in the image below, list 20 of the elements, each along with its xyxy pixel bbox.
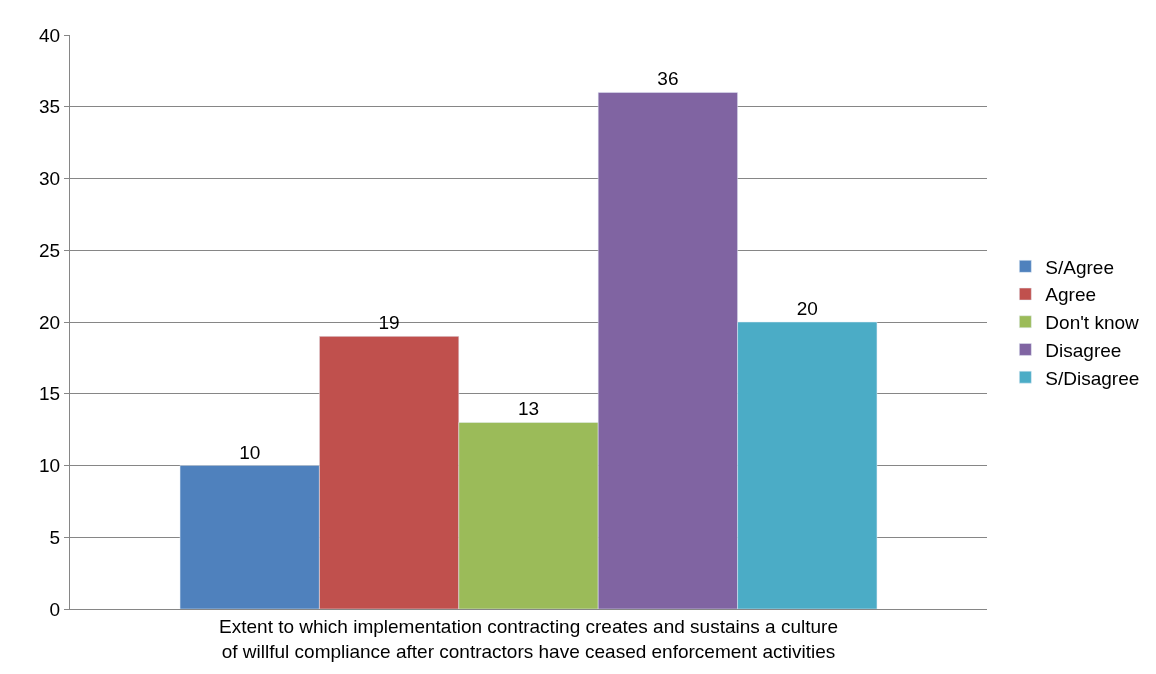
x-tick-label: Extent to which implementation contracting creates and sustains a culture of willful compliance after contractors have ceased enforcement activities: [219, 615, 838, 662]
legend-label: Don't know: [1045, 312, 1140, 334]
y-tick-label: 15: [39, 383, 61, 405]
legend-label: Agree: [1045, 284, 1097, 306]
data-label: 20: [796, 298, 818, 319]
y-tick-label: 25: [39, 239, 61, 261]
y-tick-label: 35: [39, 96, 61, 118]
y-tick-label: 30: [39, 168, 61, 190]
y-tick-label: 5: [49, 526, 61, 548]
legend-label: S/Disagree: [1045, 367, 1140, 389]
data-label: 10: [239, 441, 261, 463]
data-label: 36: [657, 68, 679, 90]
data-label: 13: [517, 398, 540, 420]
y-tick-label: 0: [49, 598, 61, 620]
legend-label: S/Agree: [1045, 256, 1114, 278]
data-label: 19: [378, 312, 400, 334]
legend-label: Disagree: [1045, 339, 1122, 361]
y-tick-label: 20: [39, 311, 61, 333]
y-tick-label: 10: [39, 455, 61, 477]
y-tick-label: 40: [39, 24, 61, 46]
